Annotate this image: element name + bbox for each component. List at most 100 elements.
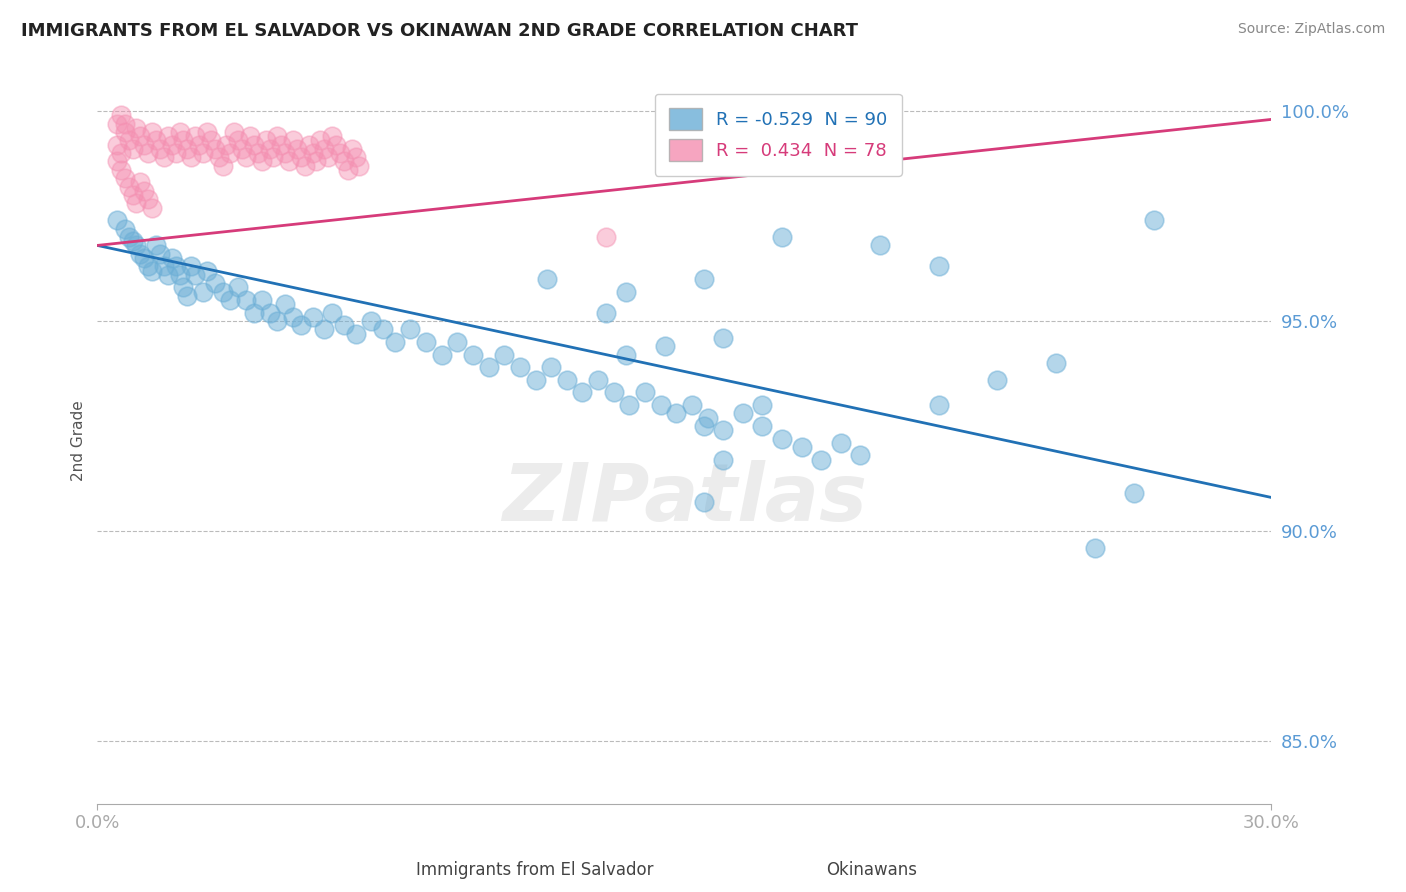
Point: [731, 406, 754, 420]
Point: [266, 129, 288, 144]
Point: [555, 373, 578, 387]
Legend: R = -0.529  N = 90, R =  0.434  N = 78: R = -0.529 N = 90, R = 0.434 N = 78: [655, 94, 901, 176]
Point: [188, 137, 211, 152]
Point: [344, 326, 367, 341]
Point: [250, 293, 273, 307]
Point: [195, 263, 218, 277]
Point: [219, 293, 242, 307]
Point: [125, 120, 148, 135]
Point: [262, 150, 284, 164]
Point: [134, 184, 156, 198]
Text: Source: ZipAtlas.com: Source: ZipAtlas.com: [1237, 22, 1385, 37]
Point: [810, 452, 832, 467]
Point: [536, 272, 558, 286]
Point: [325, 137, 347, 152]
Point: [219, 146, 242, 161]
Point: [614, 348, 637, 362]
Point: [145, 238, 167, 252]
Point: [986, 373, 1008, 387]
Point: [226, 280, 249, 294]
Point: [693, 272, 716, 286]
Point: [290, 150, 312, 164]
Point: [696, 410, 718, 425]
Point: [239, 129, 262, 144]
Point: [105, 117, 128, 131]
Point: [153, 260, 176, 274]
Point: [204, 142, 226, 156]
Point: [105, 137, 128, 152]
Point: [654, 339, 676, 353]
Point: [360, 314, 382, 328]
Point: [869, 238, 891, 252]
Point: [571, 385, 593, 400]
Point: [336, 162, 359, 177]
Point: [110, 146, 132, 161]
Point: [461, 348, 484, 362]
Point: [114, 221, 136, 235]
Point: [165, 146, 187, 161]
Point: [316, 150, 339, 164]
Point: [211, 285, 233, 299]
Point: [650, 398, 672, 412]
Point: [114, 171, 136, 186]
Point: [169, 125, 191, 139]
Point: [1045, 356, 1067, 370]
Point: [169, 268, 191, 282]
Point: [281, 310, 304, 324]
Point: [751, 419, 773, 434]
Point: [191, 285, 214, 299]
Point: [226, 133, 249, 147]
Point: [790, 440, 813, 454]
Point: [266, 314, 288, 328]
Point: [224, 125, 246, 139]
Point: [298, 137, 321, 152]
Point: [200, 133, 222, 147]
Text: Immigrants from El Salvador: Immigrants from El Salvador: [416, 861, 652, 879]
Point: [184, 129, 207, 144]
Point: [384, 334, 406, 349]
Point: [849, 449, 872, 463]
Point: [274, 146, 297, 161]
Point: [195, 125, 218, 139]
Point: [285, 142, 308, 156]
Point: [595, 305, 617, 319]
Point: [121, 188, 143, 202]
Point: [121, 142, 143, 156]
Point: [246, 146, 269, 161]
Point: [494, 348, 516, 362]
Point: [278, 154, 301, 169]
Point: [274, 297, 297, 311]
Point: [524, 373, 547, 387]
Point: [928, 398, 950, 412]
Point: [693, 419, 716, 434]
Text: ZIPatlas: ZIPatlas: [502, 460, 866, 538]
Point: [121, 234, 143, 248]
Text: Okinawans: Okinawans: [827, 861, 917, 879]
Point: [586, 373, 609, 387]
Point: [614, 285, 637, 299]
Point: [1143, 213, 1166, 227]
Point: [301, 146, 323, 161]
Point: [141, 201, 163, 215]
Point: [619, 398, 641, 412]
Point: [415, 334, 437, 349]
Point: [110, 108, 132, 122]
Point: [665, 406, 688, 420]
Point: [204, 277, 226, 291]
Point: [176, 142, 198, 156]
Point: [314, 322, 336, 336]
Point: [693, 494, 716, 508]
Point: [149, 247, 172, 261]
Point: [110, 162, 132, 177]
Point: [711, 423, 734, 437]
Point: [105, 154, 128, 169]
Point: [215, 137, 238, 152]
Point: [125, 238, 148, 252]
Point: [243, 137, 266, 152]
Point: [136, 192, 159, 206]
Point: [305, 154, 328, 169]
Point: [118, 230, 141, 244]
Point: [118, 133, 141, 147]
Point: [595, 230, 617, 244]
Point: [281, 133, 304, 147]
